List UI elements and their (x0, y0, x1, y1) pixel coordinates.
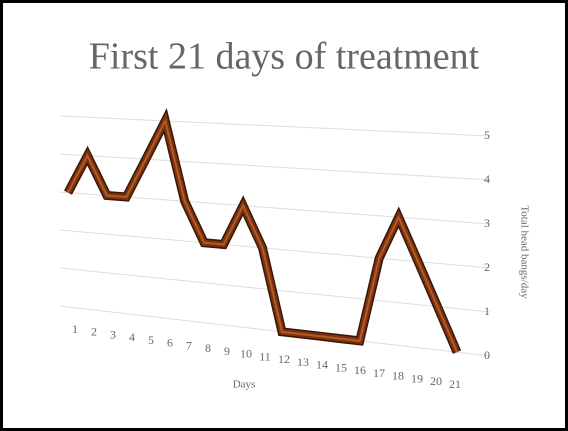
chart-title: First 21 days of treatment (89, 36, 480, 78)
y-tick-label: 5 (484, 128, 490, 142)
series-line-highlight (67, 118, 458, 353)
x-tick-label: 11 (259, 349, 271, 363)
x-tick-label: 12 (278, 352, 290, 366)
x-tick-label: 19 (411, 371, 423, 385)
x-tick-label: 20 (430, 374, 442, 388)
y-tick-label: 4 (484, 172, 490, 186)
x-tick-label: 14 (316, 358, 328, 372)
x-tick-label: 18 (392, 369, 404, 383)
x-tick-label: 5 (148, 333, 154, 347)
grid-line (59, 153, 491, 181)
x-tick-label: 3 (110, 327, 116, 341)
x-tick-label: 4 (129, 330, 135, 344)
grid-line (59, 115, 491, 137)
x-tick-label: 17 (373, 366, 385, 380)
y-axis-label: Total head bangs/day (518, 205, 530, 299)
x-tick-label: 2 (91, 325, 97, 339)
x-tick-label: 10 (240, 347, 252, 361)
y-tick-label: 2 (484, 260, 490, 274)
y-tick-label: 3 (484, 216, 490, 230)
x-axis-label: Days (233, 379, 256, 391)
x-tick-label: 13 (297, 355, 309, 369)
x-tick-label: 21 (449, 377, 461, 391)
x-tick-label: 15 (335, 360, 347, 374)
x-tick-label: 9 (224, 344, 230, 358)
y-tick-label: 0 (484, 348, 490, 362)
x-tick-label: 7 (186, 338, 192, 352)
x-tick-label: 8 (205, 341, 211, 355)
x-tick-label: 1 (72, 322, 78, 336)
grid-line (59, 305, 491, 357)
x-tick-label: 16 (354, 363, 366, 377)
y-tick-label: 1 (484, 304, 490, 318)
grid-line (59, 191, 491, 225)
x-tick-label: 6 (167, 336, 173, 350)
